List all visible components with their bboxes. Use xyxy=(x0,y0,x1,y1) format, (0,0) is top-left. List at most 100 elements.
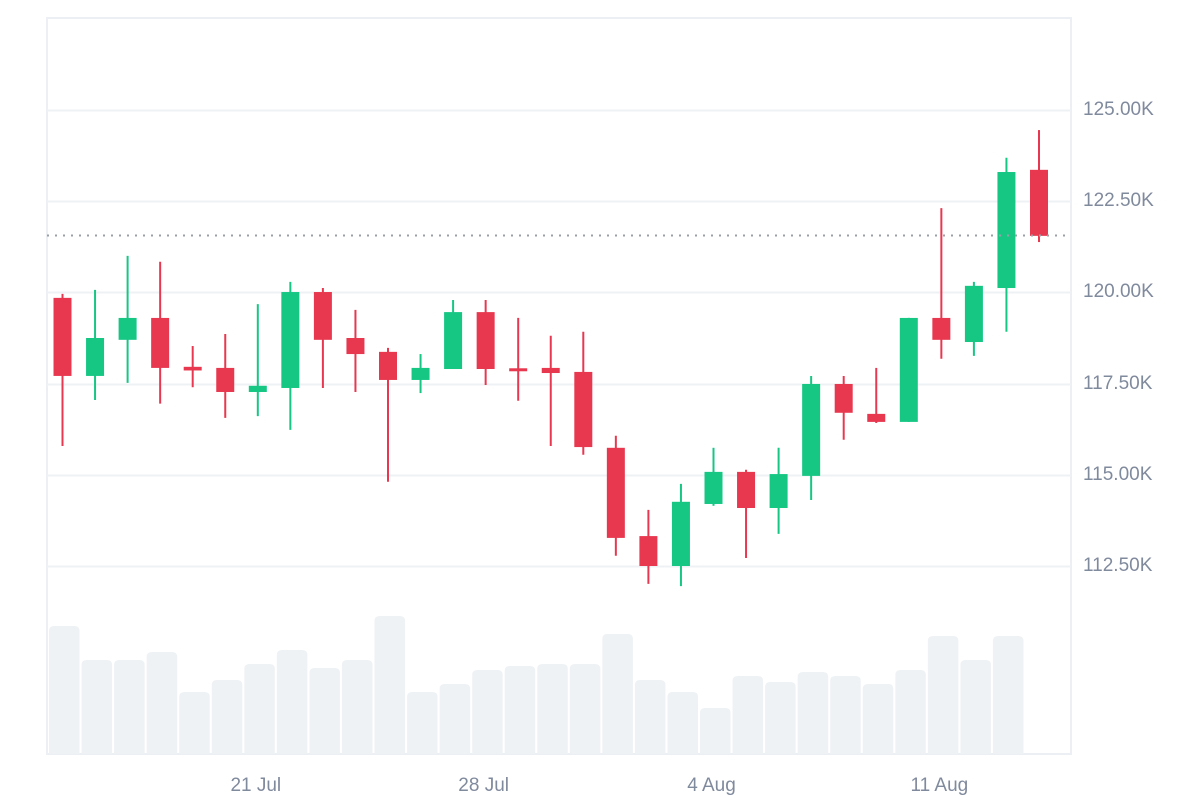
candle-up xyxy=(671,483,690,587)
candle-up xyxy=(769,447,788,534)
volume-bar xyxy=(602,634,633,754)
candle-down xyxy=(1030,130,1048,243)
candle-down xyxy=(574,331,593,455)
volume-bar xyxy=(309,668,340,754)
volume-bar xyxy=(830,676,861,754)
volume-bar xyxy=(700,708,731,754)
candle-down xyxy=(737,469,756,558)
candle-body xyxy=(313,292,332,340)
candle-body xyxy=(216,367,235,392)
volume-bar xyxy=(537,664,568,754)
volume-bar xyxy=(504,666,536,754)
candle-body xyxy=(671,501,690,566)
volume-bar xyxy=(569,664,601,754)
volume-bar xyxy=(341,660,373,754)
candle-down xyxy=(53,293,72,446)
candle-body xyxy=(379,351,397,380)
candle-body xyxy=(53,297,72,376)
volume-bar xyxy=(960,660,991,754)
candle-body xyxy=(932,317,951,340)
candle-body xyxy=(574,371,593,448)
candle-up xyxy=(704,447,723,506)
candle-up xyxy=(997,157,1016,332)
candle-up xyxy=(86,289,105,401)
y-tick-label: 117.50K xyxy=(1083,372,1153,394)
volume-bars xyxy=(49,616,1024,754)
candle-body xyxy=(183,366,202,371)
candle-down xyxy=(509,317,528,401)
candle-body xyxy=(606,447,625,538)
volume-bar xyxy=(992,636,1024,754)
volume-bar xyxy=(732,676,764,754)
x-tick-label: 28 Jul xyxy=(458,775,509,796)
volume-bar xyxy=(927,636,959,754)
candle-up xyxy=(118,255,137,383)
candle-up xyxy=(281,281,300,430)
candle-down xyxy=(216,333,235,418)
candle-body xyxy=(769,474,788,508)
candle-down xyxy=(183,346,202,388)
y-tick-label: 122.50K xyxy=(1083,190,1154,212)
candle-body xyxy=(151,317,170,368)
y-tick-label: 112.50K xyxy=(1083,555,1153,576)
candle-body xyxy=(737,471,756,508)
volume-bar xyxy=(244,664,275,754)
volume-bar xyxy=(179,692,210,754)
volume-bar xyxy=(114,660,145,754)
candle-down xyxy=(606,435,625,556)
candle-body xyxy=(541,367,560,374)
candle-up xyxy=(411,354,430,394)
candle-down xyxy=(834,375,853,440)
candle-body xyxy=(476,312,495,370)
candle-down xyxy=(151,261,170,404)
y-tick-label: 115.00K xyxy=(1083,463,1153,485)
candle-down xyxy=(379,347,397,482)
grid-lines xyxy=(47,109,1071,568)
x-tick-label: 4 Aug xyxy=(687,775,736,796)
candle-up xyxy=(899,317,918,422)
volume-bar xyxy=(667,692,698,754)
volume-bar xyxy=(146,652,178,754)
candle-body xyxy=(639,536,658,566)
candle-body xyxy=(1030,169,1048,236)
candle-body xyxy=(248,385,267,392)
volume-bar xyxy=(81,660,113,754)
candle-body xyxy=(964,285,983,343)
x-tick-label: 11 Aug xyxy=(910,775,969,796)
candle-down xyxy=(541,335,560,446)
candle-down xyxy=(476,300,495,386)
x-tick-label: 21 Jul xyxy=(230,775,282,796)
candle-body xyxy=(411,367,430,380)
candle-body xyxy=(899,317,918,422)
volume-bar xyxy=(634,680,666,754)
candle-down xyxy=(639,509,658,584)
volume-bar xyxy=(472,670,503,754)
candle-body xyxy=(802,383,821,476)
candle-up xyxy=(444,300,463,370)
volume-bar xyxy=(211,680,243,754)
candle-down xyxy=(313,288,332,388)
candle-up xyxy=(248,304,267,417)
candle-body xyxy=(281,292,300,388)
candle-up xyxy=(802,375,821,500)
candle-body xyxy=(867,413,886,422)
volume-bar xyxy=(407,692,438,754)
candle-body xyxy=(997,172,1016,289)
candle-body xyxy=(834,383,853,413)
candle-body xyxy=(704,471,723,504)
volume-bar xyxy=(765,682,796,754)
y-tick-label: 125.00K xyxy=(1083,99,1154,120)
volume-bar xyxy=(276,650,308,754)
volume-bar xyxy=(895,670,926,754)
candles xyxy=(53,130,1048,587)
volume-bar xyxy=(797,672,829,754)
candle-body xyxy=(444,312,463,370)
volume-bar xyxy=(439,684,471,754)
candle-down xyxy=(867,367,886,423)
candle-up xyxy=(964,281,983,356)
candle-body xyxy=(509,368,528,372)
volume-bar xyxy=(49,626,80,754)
candle-down xyxy=(346,309,365,392)
